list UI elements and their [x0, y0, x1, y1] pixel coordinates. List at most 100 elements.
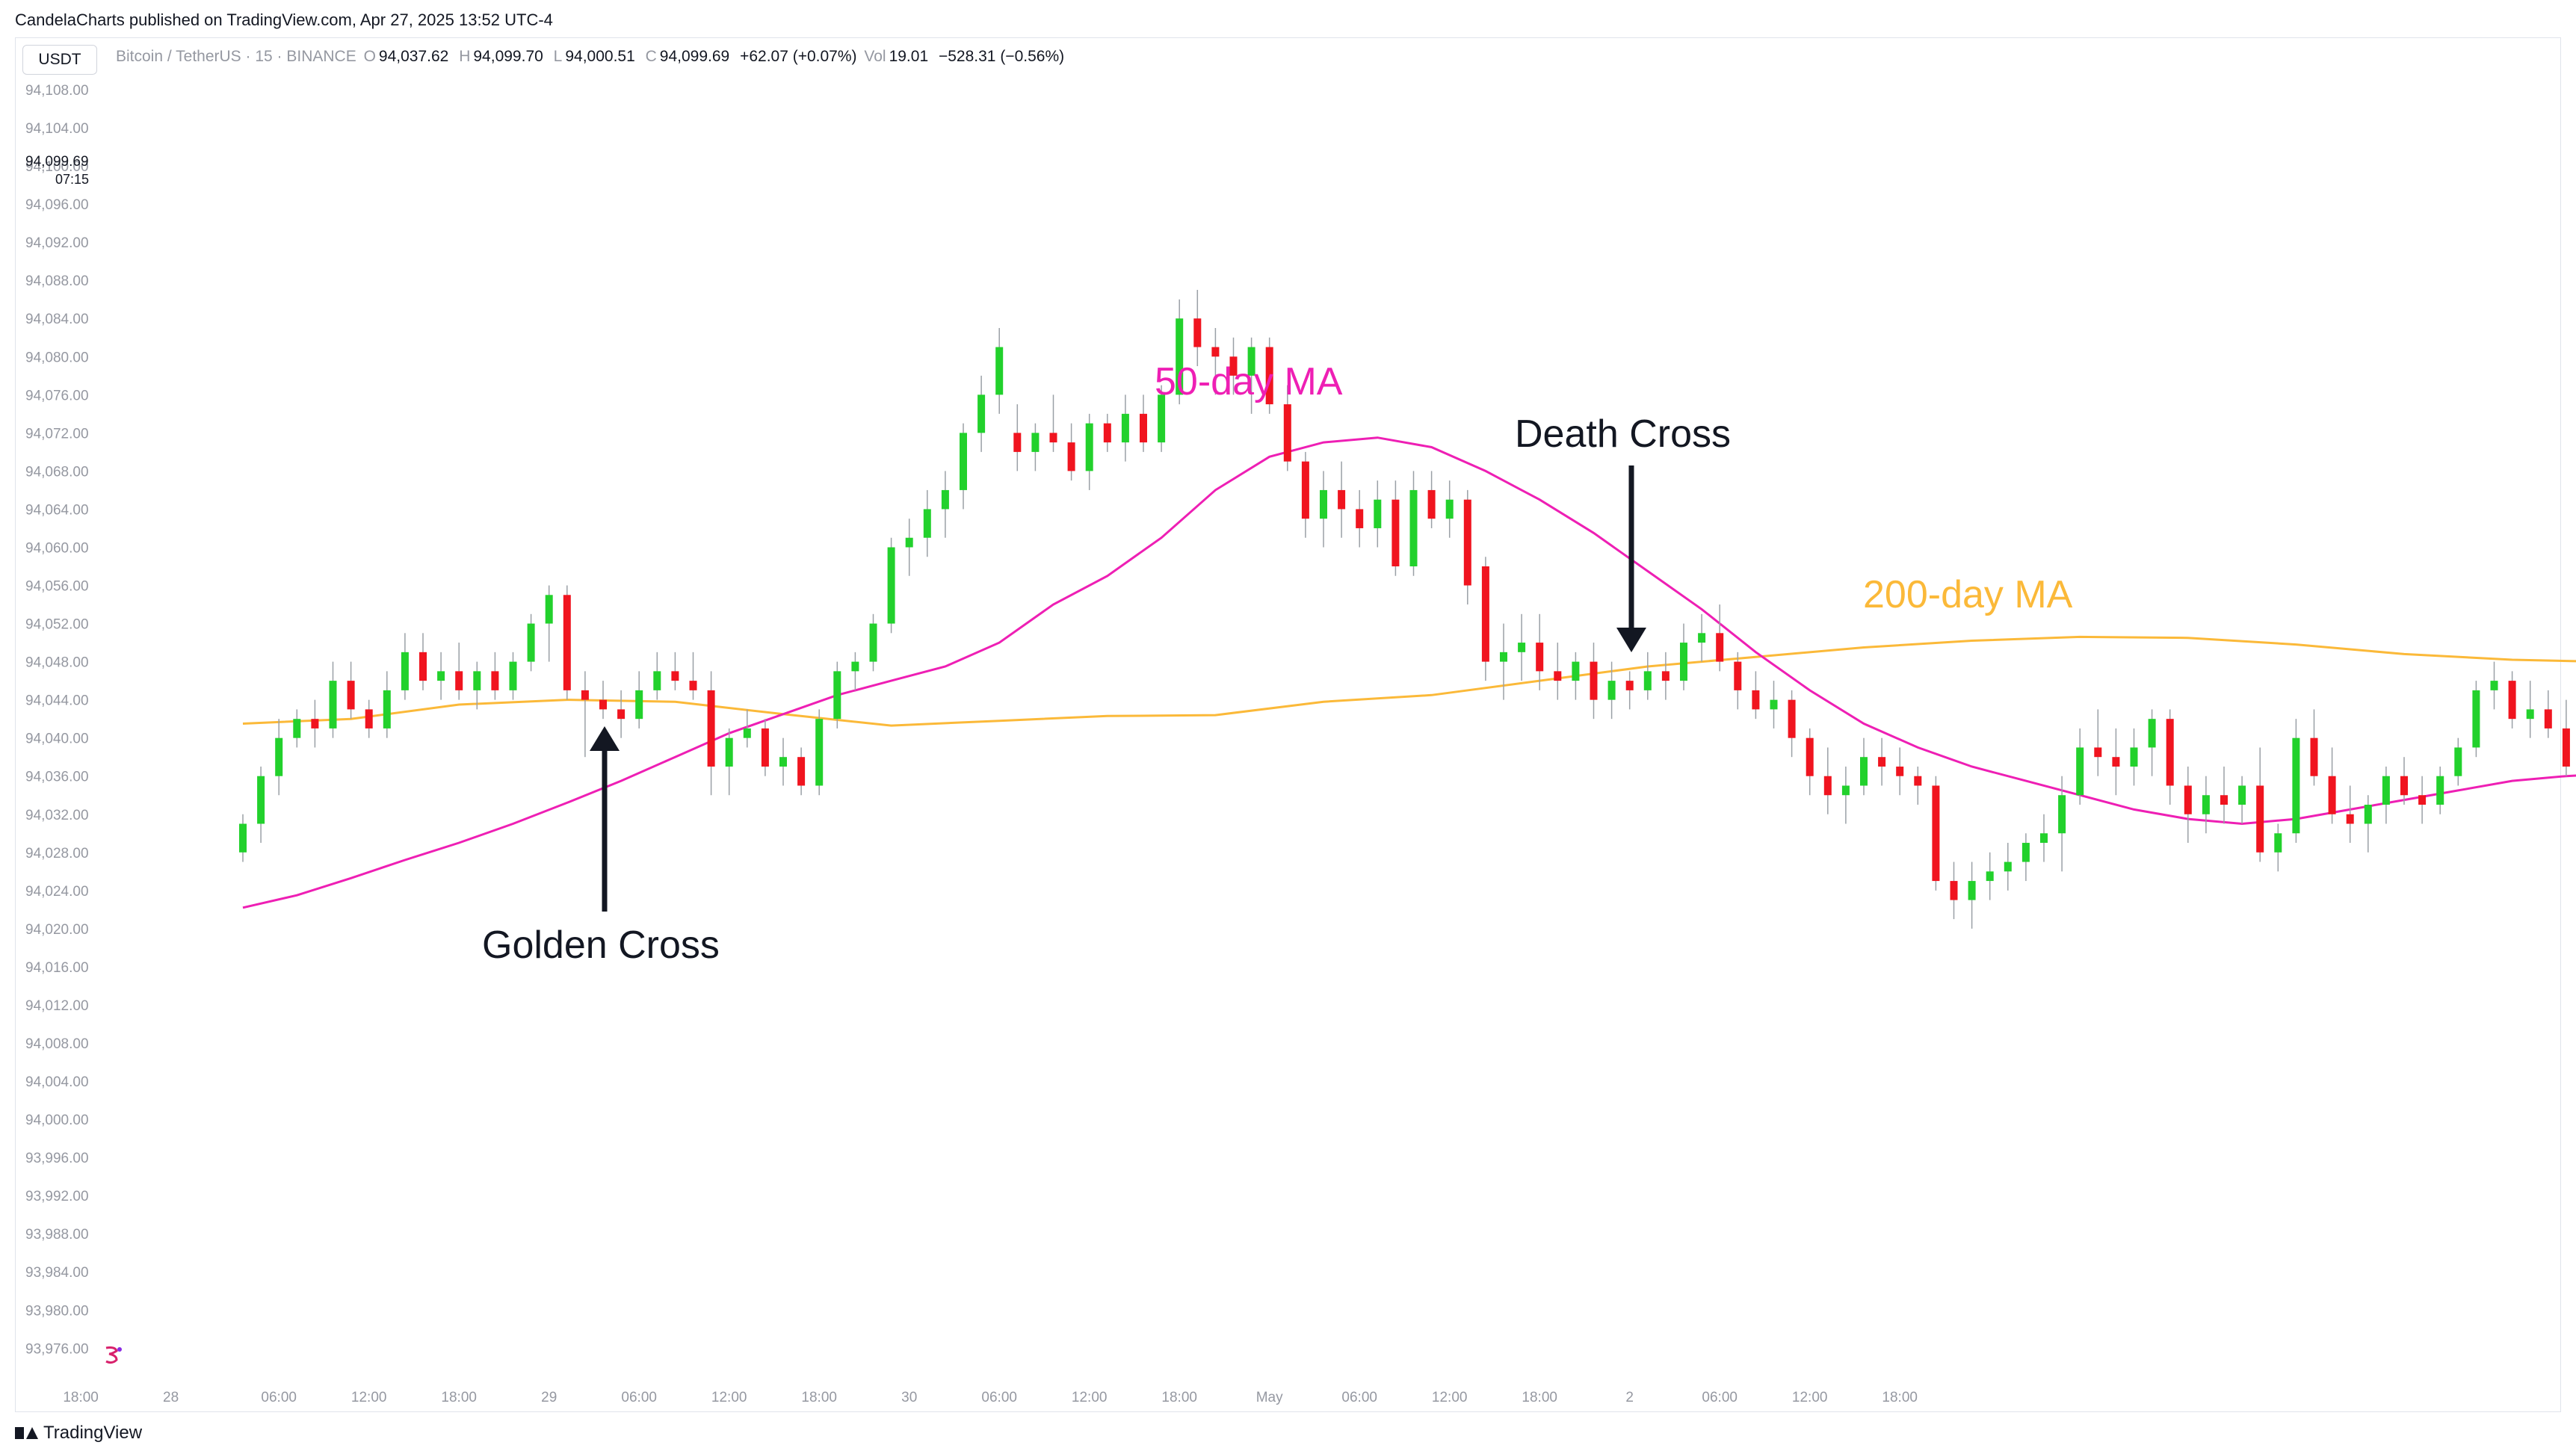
- candle-down: [2166, 719, 2174, 786]
- y-tick-label: 94,108.00: [25, 83, 89, 99]
- candle-up: [815, 719, 824, 786]
- candle-down: [581, 690, 589, 700]
- candle-down: [1806, 737, 1814, 776]
- candle-down: [2400, 776, 2408, 796]
- candle-up: [905, 537, 913, 548]
- candle-up: [329, 681, 337, 728]
- candle-up: [1247, 347, 1255, 376]
- candle-down: [707, 690, 715, 767]
- candle-up: [1698, 633, 1706, 643]
- candle-up: [401, 652, 409, 690]
- candle-up: [239, 823, 247, 853]
- candle-up: [2454, 747, 2462, 776]
- candle-down: [1788, 699, 1796, 738]
- candle-up: [2040, 833, 2048, 844]
- candle-up: [2076, 747, 2084, 796]
- candle-up: [923, 509, 931, 538]
- candle-down: [1049, 433, 1057, 443]
- candle-down: [2184, 785, 2192, 814]
- x-tick-label: 18:00: [1161, 1390, 1197, 1405]
- golden-cross-label: Golden Cross: [482, 924, 720, 967]
- legend-close-value: 94,099.69: [659, 48, 730, 65]
- candle-up: [779, 757, 787, 767]
- legend-close-label: C: [645, 48, 657, 65]
- candle-up: [1607, 681, 1616, 700]
- candle-up: [941, 489, 949, 510]
- candle-down: [761, 728, 769, 767]
- candle-up: [1986, 871, 1994, 882]
- candle-down: [1067, 442, 1075, 471]
- ohlc-legend: Bitcoin / TetherUS · 15 · BINANCE O 94,03…: [116, 48, 1067, 66]
- candle-up: [275, 737, 283, 776]
- candle-down: [2418, 795, 2427, 805]
- y-tick-label: 93,980.00: [25, 1303, 89, 1319]
- candle-up: [437, 671, 445, 681]
- candle-down: [1140, 413, 1147, 443]
- death-cross-label: Death Cross: [1515, 412, 1731, 456]
- x-tick-label: 30: [901, 1390, 917, 1405]
- y-tick-label: 94,036.00: [25, 770, 89, 785]
- ma50-annotation: 50-day MA: [1155, 360, 1343, 403]
- candle-up: [527, 623, 535, 662]
- candle-up: [1500, 652, 1507, 662]
- y-tick-label: 93,996.00: [25, 1151, 89, 1166]
- candle-down: [2562, 728, 2570, 767]
- y-tick-label: 94,068.00: [25, 464, 89, 480]
- y-tick-label: 94,084.00: [25, 312, 89, 327]
- candle-up: [509, 661, 517, 690]
- candle-down: [1536, 643, 1544, 672]
- y-tick-label: 93,988.00: [25, 1227, 89, 1243]
- candle-up: [293, 719, 301, 738]
- candle-up: [833, 671, 841, 720]
- candle-up: [653, 671, 661, 690]
- legend-symbol[interactable]: Bitcoin / TetherUS · 15 · BINANCE: [116, 48, 356, 65]
- candle-up: [2436, 776, 2444, 805]
- candle-up: [1518, 643, 1526, 652]
- candle-down: [1734, 661, 1742, 690]
- candle-up: [725, 737, 733, 767]
- y-tick-label: 94,040.00: [25, 731, 89, 747]
- candle-up: [743, 728, 751, 738]
- candle-up: [995, 347, 1004, 395]
- x-tick-label: 18:00: [1882, 1390, 1918, 1405]
- x-tick-label: 12:00: [1792, 1390, 1828, 1405]
- candle-up: [1374, 499, 1382, 528]
- candle-down: [311, 719, 319, 728]
- y-tick-label: 94,104.00: [25, 121, 89, 137]
- candle-down: [2328, 776, 2336, 814]
- y-tick-label: 94,000.00: [25, 1113, 89, 1128]
- candle-down: [1301, 461, 1309, 519]
- x-tick-label: 06:00: [621, 1390, 657, 1405]
- candle-up: [1031, 433, 1040, 452]
- candle-up: [2202, 795, 2210, 814]
- candle-down: [2094, 747, 2102, 758]
- candle-down: [563, 595, 571, 690]
- candle-up: [1860, 757, 1868, 786]
- candle-down: [1229, 356, 1238, 376]
- candela-badge-icon[interactable]: [102, 1343, 124, 1366]
- currency-selector[interactable]: USDT: [22, 45, 97, 75]
- x-tick-label: 06:00: [261, 1390, 297, 1405]
- y-tick-label: 94,052.00: [25, 617, 89, 633]
- y-tick-label: 94,088.00: [25, 273, 89, 289]
- candle-up: [851, 661, 859, 672]
- chart-frame[interactable]: [15, 37, 2561, 1412]
- y-tick-label: 94,016.00: [25, 960, 89, 976]
- candle-down: [1823, 776, 1832, 796]
- candle-down: [1625, 681, 1634, 690]
- y-tick-label: 94,060.00: [25, 540, 89, 556]
- candle-up: [1770, 699, 1778, 710]
- candle-down: [1661, 671, 1670, 681]
- tradingview-logo-icon: [15, 1427, 38, 1439]
- y-tick-label: 94,024.00: [25, 884, 89, 900]
- candle-up: [1680, 643, 1687, 681]
- candle-down: [1427, 489, 1436, 519]
- candle-down: [2544, 709, 2552, 728]
- y-tick-label: 94,072.00: [25, 426, 89, 442]
- candle-down: [1103, 423, 1111, 443]
- y-tick-label: 94,020.00: [25, 922, 89, 938]
- tradingview-logo[interactable]: TradingView: [15, 1423, 142, 1444]
- candle-up: [2130, 747, 2138, 767]
- candle-down: [797, 757, 806, 786]
